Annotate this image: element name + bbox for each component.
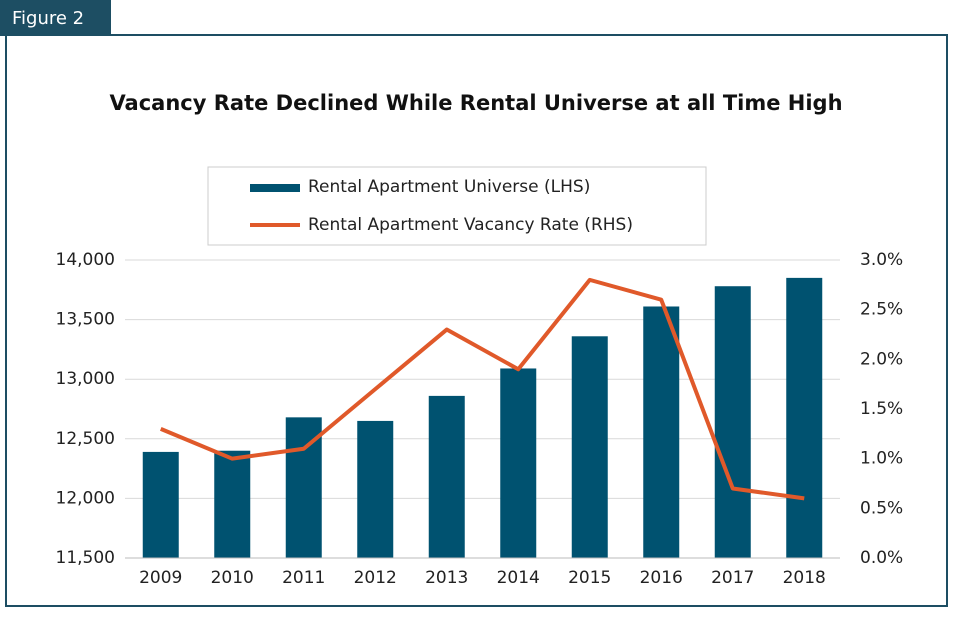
bar [142,451,179,558]
legend-label: Rental Apartment Universe (LHS) [308,177,590,197]
legend-swatch [250,184,300,192]
bar [214,450,251,558]
bar [714,286,751,558]
x-tick-label: 2009 [139,568,182,588]
y-tick-label: 11,500 [56,548,115,568]
y-tick-label: 13,500 [56,310,115,330]
x-tick-label: 2015 [568,568,611,588]
y-tick-label: 13,000 [56,369,115,389]
y-tick-label: 12,000 [56,488,115,508]
bar [786,277,823,558]
legend-label: Rental Apartment Vacancy Rate (RHS) [308,215,633,235]
line [159,277,805,501]
figure-label: Figure 2 [12,8,84,29]
bar [643,306,680,558]
y2-tick-label: 3.0% [860,250,903,270]
bar [500,368,537,558]
y-tick-label: 14,000 [56,250,115,270]
legend [207,166,707,246]
chart-title: Vacancy Rate Declined While Rental Unive… [109,91,842,115]
y2-tick-label: 2.5% [860,300,903,320]
x-tick-label: 2012 [354,568,397,588]
y2-tick-label: 1.0% [860,449,903,469]
x-tick-label: 2017 [711,568,754,588]
x-tick-label: 2010 [211,568,254,588]
x-tick-label: 2014 [497,568,540,588]
bar [357,420,394,558]
bar [571,336,608,558]
figure-tab [0,0,111,36]
x-tick-label: 2016 [640,568,683,588]
x-tick-label: 2011 [282,568,325,588]
x-tick-label: 2013 [425,568,468,588]
y2-tick-label: 0.0% [860,548,903,568]
x-tick-label: 2018 [783,568,826,588]
bar [428,395,465,558]
y-tick-label: 12,500 [56,429,115,449]
y2-tick-label: 0.5% [860,498,903,518]
y2-tick-label: 1.5% [860,399,903,419]
y2-tick-label: 2.0% [860,349,903,369]
